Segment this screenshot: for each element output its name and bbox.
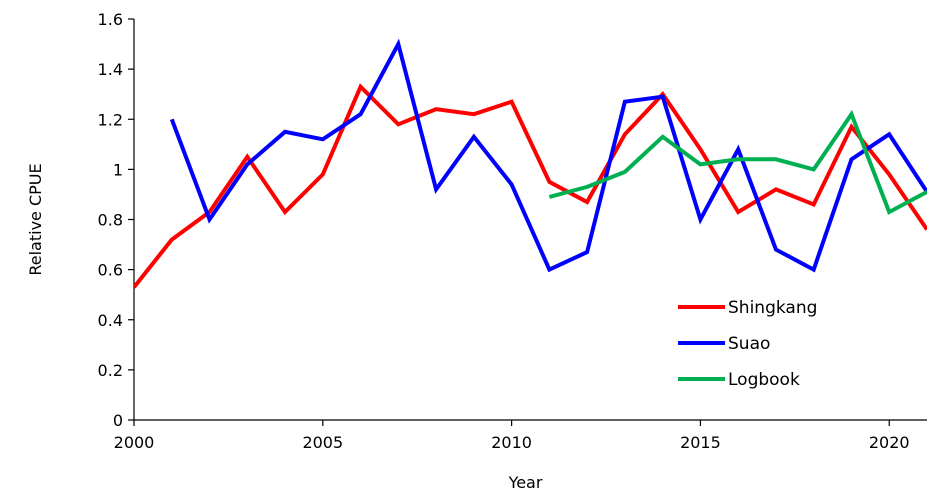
y-tick-label: 1 [113,160,123,179]
legend-label-logbook: Logbook [728,370,800,390]
series-line-suao [169,38,927,273]
x-tick-label: 2015 [680,433,721,452]
legend: Shingkang Suao Logbook [678,298,817,390]
series-line-shingkang [134,83,927,289]
y-tick-label: 1.6 [98,10,123,29]
y-tick-label: 0.8 [98,211,123,230]
y-tick-label: 0 [113,411,123,430]
y-tick-label: 0.6 [98,261,123,280]
x-tick-label: 2005 [302,433,343,452]
legend-label-shingkang: Shingkang [728,298,817,318]
y-axis-title: Relative CPUE [26,163,45,275]
axes: 0 0.2 0.4 0.6 0.8 1 1.2 1.4 1.6 2000 2005 2010 2015 2… [98,10,927,452]
y-tick-label: 0.4 [98,311,123,330]
series-lines [134,38,927,289]
y-tick-label: 1.4 [98,60,123,79]
series-line-logbook [548,109,927,215]
y-tick-label: 0.2 [98,361,123,380]
x-tick-label: 2000 [114,433,155,452]
legend-label-suao: Suao [728,334,770,354]
y-tick-label: 1.2 [98,110,123,129]
x-tick-label: 2020 [869,433,910,452]
x-axis-title: Year [508,473,543,492]
x-tick-label: 2010 [491,433,532,452]
